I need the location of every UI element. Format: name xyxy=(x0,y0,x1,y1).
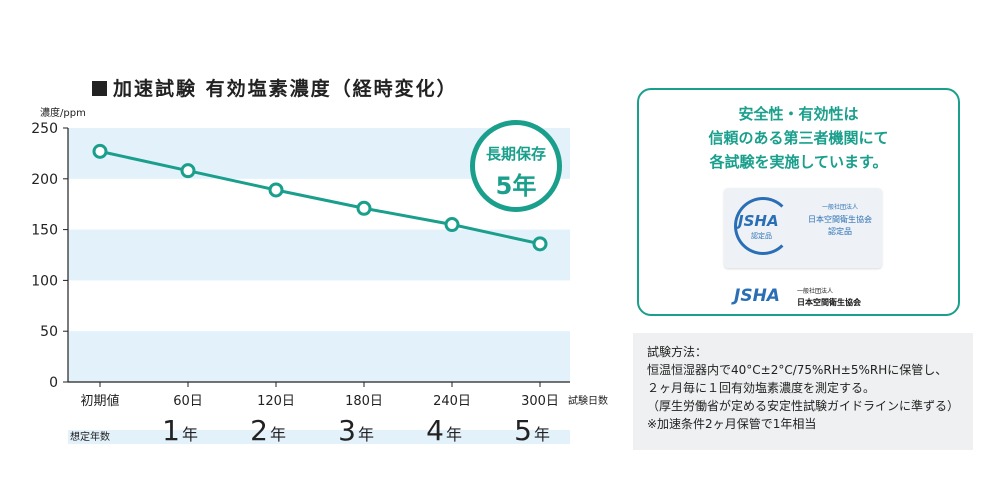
badge-label: 長期保存 xyxy=(485,145,546,163)
year-unit: 年 xyxy=(358,425,374,444)
year-row-band xyxy=(68,430,570,444)
data-point xyxy=(356,200,372,216)
cert-mark-sub: 認定品 xyxy=(751,232,772,240)
y-tick-label: 250 xyxy=(31,121,58,137)
series-line xyxy=(99,149,541,246)
data-point xyxy=(444,217,460,233)
x-tick-label: 300日 xyxy=(521,394,559,409)
line-chart: 0 50 100 150 200 250 初期値 60日 120日 180日 240日 300日 試験日… xyxy=(31,121,608,447)
data-point xyxy=(92,143,108,159)
y-tick-label: 200 xyxy=(31,172,58,188)
year-number: 4 xyxy=(426,414,444,447)
method-line-3: （厚生労働省が定める安定性試験ガイドラインに準ずる） xyxy=(647,399,960,413)
cert-ring-icon xyxy=(734,197,792,255)
cert-org-name: 日本空間衛生協会 xyxy=(808,215,872,224)
data-point xyxy=(532,236,548,252)
method-heading: 試験方法： xyxy=(647,345,708,359)
chart-title: 加速試験 有効塩素濃度（経時変化） xyxy=(92,74,458,101)
year-unit: 年 xyxy=(534,425,550,444)
year-number: 3 xyxy=(338,414,356,447)
method-line-2: ２ヶ月毎に１回有効塩素濃度を測定する。 xyxy=(647,381,876,395)
year-number: 1 xyxy=(162,414,180,447)
cert-org-text: 一般社団法人 日本空間衛生協会 認定品 xyxy=(806,202,874,238)
footer-org-name: 日本空間衛生協会 xyxy=(797,298,861,307)
year-number: 5 xyxy=(514,414,532,447)
y-axis-unit: 濃度/ppm xyxy=(40,108,86,119)
grid-band xyxy=(68,229,570,281)
storage-badge: 長期保存 5年 xyxy=(470,120,562,212)
y-tick-label: 150 xyxy=(31,223,58,239)
badge-value: 5年 xyxy=(495,172,537,200)
year-unit: 年 xyxy=(270,425,286,444)
test-method-box: 試験方法： 恒温恒湿器内で40°C±2°C/75%RH±5%RHに保管し、 ２ヶ… xyxy=(633,333,973,450)
y-tick-label: 0 xyxy=(49,375,58,391)
cert-heading-line-3: 各試験を実施しています。 xyxy=(709,153,888,171)
jsha-logo: JSHA xyxy=(738,212,779,230)
footer-org-small: 一般社団法人 xyxy=(797,288,834,295)
footer-org: 一般社団法人 日本空間衛生協会 xyxy=(797,286,861,308)
cert-label: 認定品 xyxy=(828,227,852,236)
square-bullet-icon xyxy=(92,81,107,96)
y-tick-label: 100 xyxy=(31,273,58,289)
data-point xyxy=(180,163,196,179)
cert-heading-line-1: 安全性・有効性は xyxy=(738,105,859,123)
x-tick-label: 60日 xyxy=(173,394,203,409)
jsha-footer-logo: JSHA xyxy=(734,286,780,306)
chart-title-text: 加速試験 有効塩素濃度（経時変化） xyxy=(113,78,458,100)
cert-heading-line-2: 信頼のある第三者機関にて xyxy=(708,129,889,147)
year-unit: 年 xyxy=(182,425,198,444)
x-tick-label: 120日 xyxy=(257,394,295,409)
cert-org-small: 一般社団法人 xyxy=(821,204,858,211)
x-tick-label: 180日 xyxy=(345,394,383,409)
y-tick-label: 50 xyxy=(40,324,58,340)
certification-panel: 安全性・有効性は 信頼のある第三者機関にて 各試験を実施しています。 JSHA … xyxy=(637,88,960,316)
year-number: 2 xyxy=(250,414,268,447)
data-point xyxy=(268,182,284,198)
x-axis-label: 試験日数 xyxy=(568,394,608,407)
x-tick-label: 初期値 xyxy=(80,393,119,409)
grid-band xyxy=(68,331,570,382)
certification-mark: JSHA 認定品 一般社団法人 日本空間衛生協会 認定品 xyxy=(724,188,882,268)
certification-heading: 安全性・有効性は 信頼のある第三者機関にて 各試験を実施しています。 xyxy=(639,102,958,174)
year-row-label: 想定年数 xyxy=(70,430,110,443)
year-unit: 年 xyxy=(446,425,462,444)
x-tick-label: 240日 xyxy=(433,394,471,409)
method-line-4: ※加速条件2ヶ月保管で1年相当 xyxy=(647,417,817,431)
method-line-1: 恒温恒湿器内で40°C±2°C/75%RH±5%RHに保管し、 xyxy=(647,363,948,377)
